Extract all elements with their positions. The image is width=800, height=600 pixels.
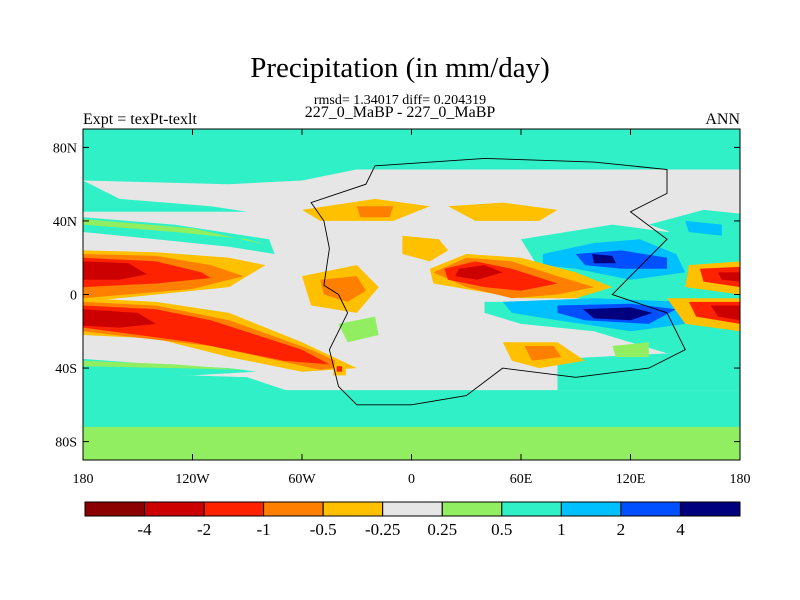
x-tick-label: 60W: [288, 472, 316, 487]
colorbar-label: -2: [197, 520, 211, 539]
colorbar-swatch: [501, 501, 562, 517]
contour-region: [699, 266, 740, 288]
contour-region: [592, 254, 616, 264]
contour-region: [338, 316, 379, 343]
contour-region: [557, 349, 740, 391]
chart-title: Precipitation (in mm/day): [250, 52, 550, 84]
colorbar-swatch: [263, 501, 324, 517]
x-tick-label: 0: [408, 472, 415, 487]
contour-region: [83, 426, 740, 460]
colorbar-label: 4: [676, 520, 685, 539]
x-tick-label: 180: [730, 472, 751, 487]
contour-region: [83, 309, 156, 328]
colorbar-label: -0.25: [365, 520, 400, 539]
season-label: ANN: [705, 111, 740, 128]
map-field: [83, 129, 740, 460]
contour-region: [612, 342, 649, 357]
colorbar: -4 -2 -1 -0.5 -0.25 0.25 0.5 1 2 4: [84, 501, 741, 539]
continent-outline: [310, 157, 686, 406]
colorbar-swatch: [441, 501, 503, 517]
y-tick-label: 40S: [55, 362, 77, 377]
colorbar-label: 0.25: [427, 520, 457, 539]
x-tick-label: 60E: [510, 472, 533, 487]
colorbar-label: 0.5: [491, 520, 512, 539]
contour-region: [710, 305, 740, 321]
colorbar-swatch: [203, 501, 265, 517]
contour-region: [718, 272, 740, 282]
colorbar-label: -0.5: [310, 520, 337, 539]
contour-region: [83, 360, 248, 370]
y-tick-label: 40N: [53, 215, 77, 230]
colorbar-label: 1: [557, 520, 566, 539]
contour-region: [320, 276, 366, 302]
x-tick-label: 120W: [175, 472, 210, 487]
comparison-label: 227_0_MaBP - 227_0_MaBP: [304, 104, 496, 121]
colorbar-label: -1: [257, 520, 271, 539]
colorbar-swatch: [322, 501, 384, 517]
contour-region: [83, 180, 248, 212]
colorbar-swatch: [84, 501, 145, 517]
colorbar-swatch: [620, 501, 681, 517]
contour-region: [524, 346, 562, 361]
contour-region: [83, 261, 147, 280]
contour-region: [455, 265, 503, 280]
x-tick-label: 180: [73, 472, 94, 487]
colorbar-swatch: [144, 501, 205, 517]
experiment-label: Expt = texPt-texlt: [83, 111, 197, 128]
contour-region: [336, 366, 343, 372]
contour-region: [583, 307, 653, 321]
colorbar-swatch: [560, 501, 622, 517]
colorbar-label: -4: [137, 520, 152, 539]
colorbar-label: 2: [617, 520, 626, 539]
x-tick-label: 120E: [616, 472, 646, 487]
contour-region: [448, 202, 558, 221]
stats-line: rmsd= 1.34017 diff= 0.204319: [313, 93, 487, 108]
contour-region: [83, 371, 302, 396]
y-tick-label: 0: [70, 289, 77, 304]
contour-region: [83, 158, 521, 185]
contour-region: [83, 219, 266, 245]
colorbar-swatch: [680, 501, 741, 517]
contour-region: [402, 235, 448, 262]
contour-region: [685, 220, 722, 236]
axes: 180 120W 60W 0 60E 120E 180 80N 40N 0 40S 80S: [53, 129, 751, 487]
colorbar-swatch: [382, 501, 443, 517]
contour-region: [83, 129, 740, 170]
contour-region: [356, 206, 394, 218]
y-tick-label: 80S: [55, 436, 77, 451]
y-tick-label: 80N: [53, 141, 77, 156]
